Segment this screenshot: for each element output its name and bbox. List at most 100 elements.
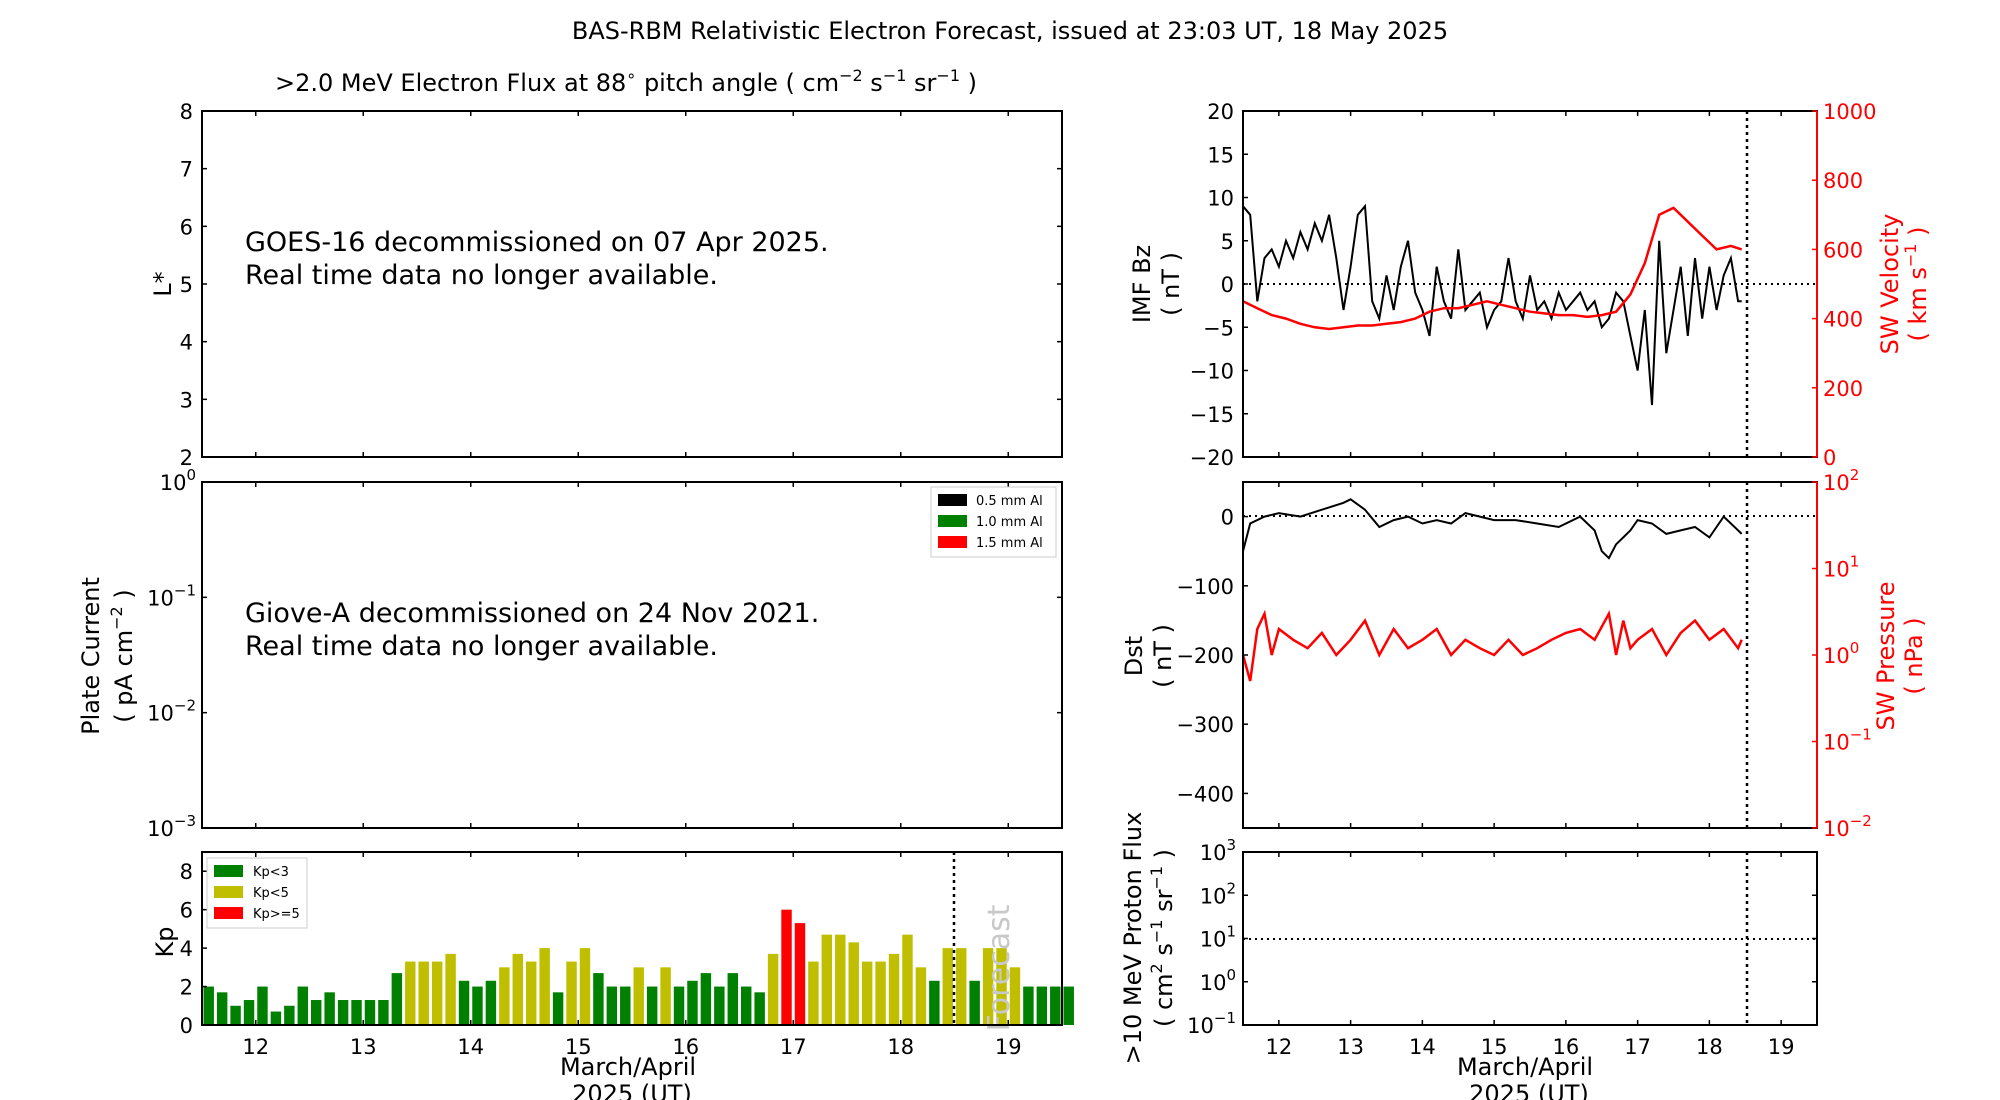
sw-pressure-ylabel-unit: ( nPa ) xyxy=(1900,617,1928,694)
kp-bar xyxy=(311,1000,322,1025)
kp-bars xyxy=(203,909,1074,1025)
legend-swatch-1-0mm xyxy=(938,515,967,527)
kp-xlabel-year: 2025 (UT) xyxy=(572,1080,692,1100)
kp-bar xyxy=(539,948,550,1025)
y-tick-label: 8 xyxy=(180,860,193,884)
kp-bar xyxy=(216,992,228,1025)
kp-y-ticks: 0 2 4 6 8 xyxy=(180,860,207,1038)
imf-x-ticks xyxy=(1278,111,1782,457)
kp-bar xyxy=(337,1000,349,1025)
y-tick-label: 100 xyxy=(1200,966,1236,995)
x-tick-label: 19 xyxy=(1768,1035,1795,1059)
kp-x-ticks: 12 13 14 15 16 17 18 19 xyxy=(242,852,1022,1059)
kp-bar xyxy=(606,986,618,1025)
imf-panel: −20 −15 −10 −5 0 5 10 15 20 0 200 400 600 800 1000 IM… xyxy=(1128,100,1932,470)
electron-flux-message-line2: Real time data no longer available. xyxy=(245,260,718,291)
right-y-tick-label: 800 xyxy=(1823,169,1863,193)
kp-bar xyxy=(391,973,403,1025)
legend-swatch-1-5mm xyxy=(938,536,967,548)
y-tick-label: 15 xyxy=(1207,143,1234,167)
right-y-tick-label: 400 xyxy=(1823,308,1863,332)
kp-bar xyxy=(230,1005,241,1025)
kp-bar xyxy=(741,986,752,1025)
y-tick-label: 10 xyxy=(1207,187,1234,211)
kp-bar xyxy=(956,948,967,1025)
kp-bar xyxy=(351,1000,362,1025)
kp-bar xyxy=(593,973,604,1025)
kp-bar xyxy=(969,980,980,1025)
sw-velocity-ylabel-unit: ( km s−1 ) xyxy=(1901,227,1932,342)
y-tick-label: 10−3 xyxy=(147,812,196,841)
kp-bar xyxy=(512,953,523,1025)
kp-bar xyxy=(982,948,994,1025)
kp-bar xyxy=(472,986,483,1025)
kp-forecast-label: Forecast xyxy=(982,904,1017,1031)
y-tick-label: 103 xyxy=(1200,836,1236,865)
right-y-tick-label: 200 xyxy=(1823,377,1863,401)
electron-flux-message-line1: GOES-16 decommissioned on 07 Apr 2025. xyxy=(245,227,829,258)
kp-bar xyxy=(270,1011,282,1025)
kp-bar xyxy=(1023,986,1034,1025)
kp-bar xyxy=(754,992,765,1025)
dst-series-line xyxy=(1242,498,1743,560)
kp-bar xyxy=(485,980,497,1025)
kp-bar xyxy=(646,986,658,1025)
plate-current-legend: 0.5 mm Al 1.0 mm Al 1.5 mm Al xyxy=(930,486,1057,558)
dst-y-ticks: −400 −300 −200 −100 0 xyxy=(1176,506,1248,806)
x-tick-label: 13 xyxy=(1337,1035,1364,1059)
kp-bar xyxy=(700,973,712,1025)
legend-label-0-5mm: 0.5 mm Al xyxy=(976,494,1043,509)
kp-bar xyxy=(875,961,886,1025)
plate-current-y-ticks: 10−3 10−2 10−1 100 xyxy=(147,466,1062,841)
kp-bar xyxy=(929,980,940,1025)
y-tick-label: 6 xyxy=(180,899,193,923)
kp-bar xyxy=(526,961,537,1025)
y-tick-label: 0 xyxy=(180,1014,193,1038)
kp-bar xyxy=(996,948,1007,1025)
plate-current-ylabel-unit: ( pA cm−2 ) xyxy=(107,589,138,722)
x-tick-label: 12 xyxy=(1266,1035,1293,1059)
x-tick-label: 17 xyxy=(780,1035,807,1059)
proton-ylabel: >10 MeV Proton Flux xyxy=(1119,812,1147,1065)
plate-current-panel: 10−3 10−2 10−1 100 Plate Current ( pA cm−2 … xyxy=(77,466,1063,841)
kp-bar xyxy=(431,961,443,1025)
kp-bar xyxy=(243,1000,255,1025)
kp-bar xyxy=(861,961,873,1025)
kp-legend-swatch-low xyxy=(214,865,243,877)
y-tick-label: −300 xyxy=(1176,713,1234,737)
y-tick-label: 4 xyxy=(180,937,193,961)
kp-bar xyxy=(1009,967,1021,1025)
kp-bar xyxy=(1036,986,1048,1025)
x-tick-label: 14 xyxy=(1409,1035,1436,1059)
electron-flux-title: >2.0 MeV Electron Flux at 88∘ pitch angl… xyxy=(275,66,977,97)
kp-ylabel: Kp xyxy=(151,927,179,958)
x-tick-label: 17 xyxy=(1624,1035,1651,1059)
y-tick-label: −20 xyxy=(1190,446,1234,470)
right-y-tick-label: 600 xyxy=(1823,238,1863,262)
right-y-tick-label: 102 xyxy=(1823,466,1859,495)
kp-bar xyxy=(673,986,685,1025)
dst-ylabel: Dst xyxy=(1120,636,1148,676)
y-tick-label: 0 xyxy=(1221,273,1234,297)
kp-bar xyxy=(835,934,846,1025)
right-y-tick-label: 1000 xyxy=(1823,100,1876,124)
proton-y-ticks: 10−1 100 101 102 103 xyxy=(1187,836,1817,1038)
kp-bar xyxy=(714,986,725,1025)
y-tick-label: −10 xyxy=(1190,360,1234,384)
kp-frame xyxy=(201,851,1063,1026)
electron-flux-ylabel: L* xyxy=(149,271,177,296)
right-y-tick-label: 10−1 xyxy=(1823,726,1872,755)
kp-bar xyxy=(378,1000,389,1025)
x-tick-label: 18 xyxy=(1696,1035,1723,1059)
imf-ylabel: IMF Bz xyxy=(1128,245,1156,323)
kp-bar xyxy=(552,992,564,1025)
kp-bar xyxy=(620,986,631,1025)
right-y-tick-label: 100 xyxy=(1823,639,1859,668)
proton-xlabel-year: 2025 (UT) xyxy=(1469,1080,1589,1100)
y-tick-label: 5 xyxy=(1221,230,1234,254)
y-tick-label: 0 xyxy=(1221,506,1234,530)
plate-current-message-line1: Giove-A decommissioned on 24 Nov 2021. xyxy=(245,598,819,629)
kp-panel: Forecast 0 2 4 6 8 12 13 14 15 16 17 18 19 Kp March… xyxy=(151,851,1074,1100)
right-y-tick-label: 0 xyxy=(1823,446,1836,470)
